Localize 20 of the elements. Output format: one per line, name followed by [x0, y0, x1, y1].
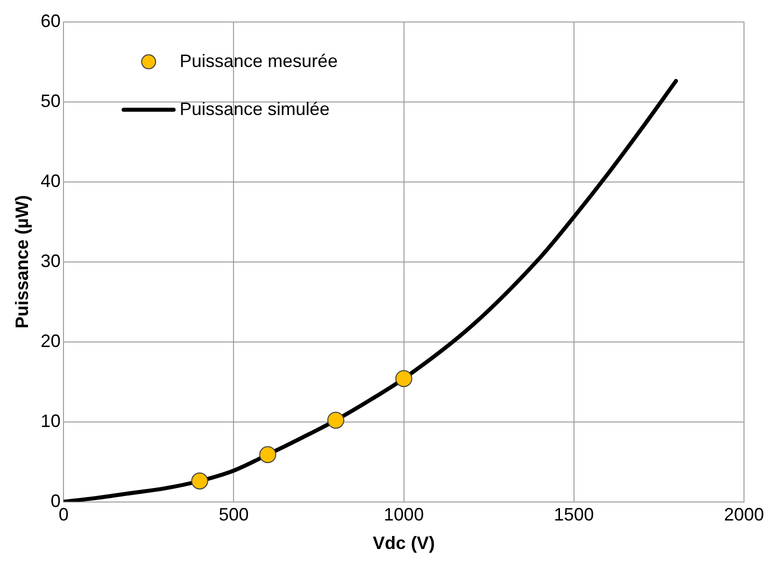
y-tick-label: 0: [50, 490, 61, 511]
y-tick-label: 40: [40, 170, 61, 191]
point: [327, 412, 344, 429]
x-tick-label: 500: [218, 504, 249, 525]
point: [191, 472, 208, 490]
y-tick-label: 20: [40, 330, 61, 351]
x-tick-label: 1000: [384, 504, 424, 525]
y-tick-label: 30: [40, 250, 61, 271]
x-tick-label: 2000: [724, 504, 764, 525]
y-tick-label: 10: [40, 410, 61, 431]
legend-label: Puissance simulée: [180, 98, 330, 119]
line-series: [64, 79, 678, 502]
legend-label: Puissance mesurée: [180, 50, 338, 71]
point: [259, 446, 276, 464]
y-tick-label: 60: [40, 10, 61, 31]
point: [395, 370, 412, 388]
y-axis-title: Puissance (µW): [12, 195, 32, 329]
y-tick-label: 50: [40, 90, 61, 111]
x-tick-label: 1500: [554, 504, 594, 525]
x-axis-title: Vdc (V): [372, 533, 435, 554]
